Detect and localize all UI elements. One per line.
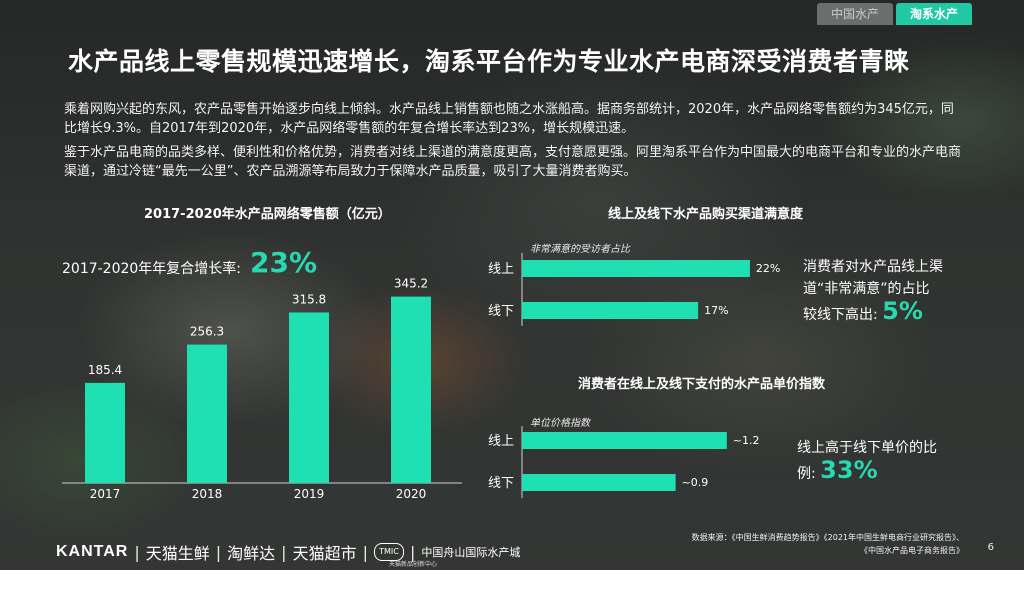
price-value-label: ~1.2 xyxy=(733,434,760,447)
zhoushan-logo: 中国舟山国际水产城 xyxy=(421,546,521,559)
page-number: 6 xyxy=(987,542,994,553)
retail-bar-2018 xyxy=(187,344,227,483)
price-chart-subtitle: 单位价格指数 xyxy=(530,418,590,429)
retail-bar-2020 xyxy=(391,296,431,483)
price-chart-title: 消费者在线上及线下支付的水产品单价指数 xyxy=(578,377,826,392)
retail-category-tick: 2020 xyxy=(396,487,427,501)
satisfaction-chart-subtitle: 非常满意的受访者占比 xyxy=(530,244,630,255)
satisfaction-note-value: 5% xyxy=(882,297,923,325)
tmic-subtitle: 天猫新品创新中心 xyxy=(389,561,438,568)
intro-paragraph-1: 乘着网购兴起的东风，农产品零售开始逐步向线上倾斜。水产品线上销售额也随之水涨船高… xyxy=(64,102,954,136)
data-source-line1: 数据来源：《中国生鲜消费趋势报告》《2021年中国生鲜电商行业研究报告》、 xyxy=(691,533,964,542)
section-tabs: 中国水产 淘系水产 xyxy=(817,3,972,25)
retail-bar-value-label: 315.8 xyxy=(292,292,326,306)
price-note: 线上高于线下单价的比 例: 33% xyxy=(797,437,937,485)
retail-category-tick: 2017 xyxy=(90,487,121,501)
retail-bar-value-label: 256.3 xyxy=(190,325,224,339)
retail-bar-value-label: 185.4 xyxy=(88,363,122,377)
retail-bar-2017 xyxy=(85,382,125,483)
satisfaction-value-label: 17% xyxy=(704,304,728,317)
logo-separator: | xyxy=(281,542,287,562)
logo-separator: | xyxy=(362,542,368,562)
satisfaction-chart-title: 线上及线下水产品购买渠道满意度 xyxy=(608,207,804,222)
retail-category-tick: 2019 xyxy=(294,487,325,501)
retail-category-tick: 2018 xyxy=(192,487,223,501)
tmall-supermarket-logo: 天猫超市 xyxy=(292,544,357,563)
satisfaction-note-line1: 消费者对水产品线上渠 xyxy=(803,259,943,275)
price-note-value: 33% xyxy=(820,456,878,484)
seafood-background-photo xyxy=(0,0,1024,570)
satisfaction-note-line2: 道“非常满意”的占比 xyxy=(803,281,930,297)
retail-bar-value-label: 345.2 xyxy=(394,277,428,291)
satisfaction-note-line3: 较线下高出: xyxy=(803,307,878,323)
cagr-value: 23% xyxy=(250,246,318,279)
partner-logos: KANTAR | 天猫生鲜 | 淘鲜达 | 天猫超市 | TMIC | 中国舟山… xyxy=(56,540,520,564)
taoxianda-logo: 淘鲜达 xyxy=(227,544,276,563)
logo-separator: | xyxy=(134,542,140,562)
price-category-label: 线下 xyxy=(488,476,514,491)
data-source: 数据来源：《中国生鲜消费趋势报告》《2021年中国生鲜电商行业研究报告》、 《中… xyxy=(692,531,964,557)
satisfaction-category-label: 线下 xyxy=(488,304,514,319)
price-bar-1 xyxy=(522,474,676,491)
footer-strip xyxy=(0,570,1024,595)
price-bar-0 xyxy=(522,432,727,449)
satisfaction-value-label: 22% xyxy=(756,262,780,275)
tmic-logo: TMIC xyxy=(373,543,404,561)
price-note-line2: 例: xyxy=(797,466,816,482)
retail-bar-2019 xyxy=(289,312,329,483)
tab-china-aquatic[interactable]: 中国水产 xyxy=(817,3,893,25)
retail-chart-title: 2017-2020年水产品网络零售额（亿元） xyxy=(144,207,391,222)
price-category-label: 线上 xyxy=(488,434,514,449)
cagr-label: 2017-2020年年复合增长率: xyxy=(62,261,242,277)
tmall-fresh-logo: 天猫生鲜 xyxy=(145,544,210,563)
intro-paragraph-2: 鉴于水产品电商的品类多样、便利性和价格优势，消费者对线上渠道的满意度更高，支付意… xyxy=(64,145,962,179)
data-source-line2: 《中国水产品电子商务报告》 xyxy=(860,546,964,555)
price-note-line1: 线上高于线下单价的比 xyxy=(797,440,937,456)
logo-separator: | xyxy=(409,542,416,562)
satisfaction-bar-0 xyxy=(522,260,750,277)
satisfaction-note: 消费者对水产品线上渠 道“非常满意”的占比 较线下高出: 5% xyxy=(803,256,943,326)
satisfaction-category-label: 线上 xyxy=(488,262,514,277)
tab-taobao-aquatic[interactable]: 淘系水产 xyxy=(896,3,972,25)
satisfaction-bar-1 xyxy=(522,302,699,319)
page-title: 水产品线上零售规模迅速增长，淘系平台作为专业水产电商深受消费者青睐 xyxy=(68,47,910,76)
logo-separator: | xyxy=(215,542,222,562)
kantar-logo: KANTAR xyxy=(56,543,129,560)
price-value-label: ~0.9 xyxy=(682,476,709,489)
